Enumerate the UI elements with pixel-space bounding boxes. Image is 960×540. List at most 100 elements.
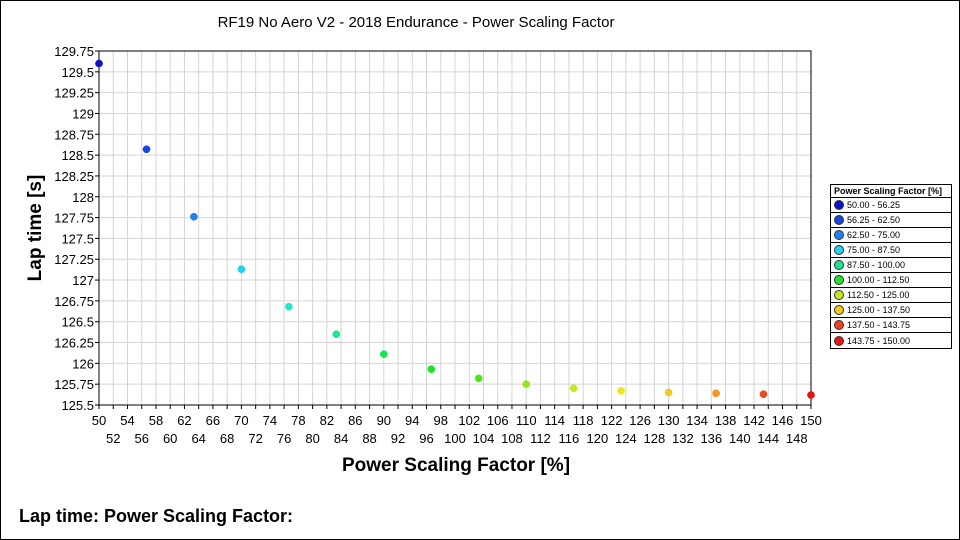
x-tick-label: 98 xyxy=(434,413,448,428)
y-tick-label: 126.75 xyxy=(54,294,94,309)
x-tick-label: 78 xyxy=(291,413,305,428)
legend-swatch-icon xyxy=(834,335,844,346)
data-point xyxy=(190,212,198,221)
legend-item: 100.00 - 112.50 xyxy=(831,273,951,288)
x-tick-label: 58 xyxy=(149,413,163,428)
x-tick-label: 62 xyxy=(177,413,191,428)
data-point xyxy=(142,145,151,154)
x-tick-label: 126 xyxy=(629,413,651,428)
x-tick-label: 142 xyxy=(743,413,765,428)
legend-item-label: 56.25 - 62.50 xyxy=(847,215,901,225)
data-point xyxy=(759,390,768,399)
x-tick-label: 132 xyxy=(672,431,694,446)
data-point xyxy=(474,374,483,383)
x-axis-label: Power Scaling Factor [%] xyxy=(342,455,570,476)
x-tick-label: 76 xyxy=(277,431,291,446)
x-tick-label: 96 xyxy=(419,431,433,446)
x-tick-label: 120 xyxy=(587,431,609,446)
y-axis-ticks: 125.5 125.75 126 126.25 126.5 126.75 127 127.25… xyxy=(54,44,99,413)
data-point xyxy=(712,389,720,398)
x-tick-label: 114 xyxy=(544,413,565,428)
x-tick-label: 52 xyxy=(106,431,120,446)
y-tick-label: 129 xyxy=(72,106,94,121)
legend-item-label: 125.00 - 137.50 xyxy=(847,305,911,315)
y-tick-label: 127.25 xyxy=(54,252,94,267)
legend-title: Power Scaling Factor [%] xyxy=(831,185,951,198)
legend-item-label: 112.50 - 125.00 xyxy=(847,290,910,300)
grid-lines xyxy=(98,50,812,406)
legend-swatch-icon xyxy=(834,200,844,210)
legend-swatch-icon xyxy=(834,290,844,300)
x-tick-label: 92 xyxy=(391,431,405,446)
x-tick-label: 74 xyxy=(263,413,277,428)
legend-item: 143.75 - 150.00 xyxy=(831,333,951,348)
y-tick-label: 127.75 xyxy=(54,211,94,226)
data-point xyxy=(617,386,625,395)
x-tick-label: 72 xyxy=(248,431,262,446)
y-tick-label: 126.5 xyxy=(61,315,94,330)
data-point xyxy=(664,388,673,397)
x-tick-label: 60 xyxy=(163,431,177,446)
y-tick-label: 129.5 xyxy=(61,65,94,80)
x-tick-label: 148 xyxy=(786,431,808,446)
x-tick-label: 90 xyxy=(377,413,391,428)
data-point xyxy=(522,380,531,389)
data-point xyxy=(427,365,436,374)
legend-item: 87.50 - 100.00 xyxy=(831,258,951,273)
legend-swatch-icon xyxy=(834,245,844,255)
legend-item: 75.00 - 87.50 xyxy=(831,243,951,258)
x-tick-label: 122 xyxy=(601,413,623,428)
x-tick-label: 124 xyxy=(615,431,637,446)
x-tick-label: 100 xyxy=(444,431,466,446)
y-tick-label: 126 xyxy=(72,356,94,371)
x-tick-label: 112 xyxy=(530,431,551,446)
legend-item-label: 137.50 - 143.75 xyxy=(847,320,911,330)
legend-swatch-icon xyxy=(834,320,844,330)
x-tick-label: 56 xyxy=(134,431,148,446)
y-tick-label: 129.75 xyxy=(54,44,94,59)
data-point xyxy=(332,330,341,339)
y-tick-label: 129.25 xyxy=(54,86,94,101)
x-tick-label: 70 xyxy=(234,413,248,428)
data-point xyxy=(237,265,246,274)
chart-title: RF19 No Aero V2 - 2018 Endurance - Power… xyxy=(218,14,615,31)
legend-item: 137.50 - 143.75 xyxy=(831,318,951,333)
data-point xyxy=(379,350,388,359)
legend-swatch-icon xyxy=(834,305,844,315)
x-tick-label: 88 xyxy=(362,431,376,446)
legend-item-label: 100.00 - 112.50 xyxy=(847,275,910,285)
x-tick-label: 146 xyxy=(772,413,794,428)
x-tick-label: 128 xyxy=(644,431,666,446)
x-axis-ticks: 50 54 58 62 66 70 74 78 82 86 90 94 98 102 106 110 114 11… xyxy=(92,405,822,446)
x-tick-label: 50 xyxy=(92,413,106,428)
x-tick-label: 144 xyxy=(757,431,779,446)
x-tick-label: 68 xyxy=(220,431,234,446)
legend-item-label: 62.50 - 75.00 xyxy=(847,230,901,240)
x-tick-label: 64 xyxy=(191,431,205,446)
x-tick-label: 140 xyxy=(729,431,751,446)
legend-item: 62.50 - 75.00 xyxy=(831,228,951,243)
legend-swatch-icon xyxy=(834,275,844,285)
x-tick-label: 118 xyxy=(573,413,594,428)
y-tick-label: 125.5 xyxy=(61,398,94,413)
footer-label: Lap time: Power Scaling Factor: xyxy=(19,506,294,526)
legend-swatch-icon xyxy=(834,215,844,225)
legend-item-label: 87.50 - 100.00 xyxy=(847,260,906,270)
legend-item: 125.00 - 137.50 xyxy=(831,303,951,318)
data-points xyxy=(95,59,815,399)
legend-item-label: 75.00 - 87.50 xyxy=(847,245,901,255)
x-tick-label: 134 xyxy=(686,413,708,428)
y-tick-label: 128.5 xyxy=(61,148,94,163)
y-tick-label: 125.75 xyxy=(54,377,94,392)
legend-item: 50.00 - 56.25 xyxy=(831,198,951,213)
y-tick-label: 128.25 xyxy=(54,169,94,184)
x-tick-label: 66 xyxy=(206,413,220,428)
y-tick-label: 127.5 xyxy=(61,231,94,246)
y-tick-label: 127 xyxy=(72,273,94,288)
data-point xyxy=(807,391,815,399)
x-tick-label: 110 xyxy=(516,413,537,428)
data-point xyxy=(285,302,293,311)
x-tick-label: 136 xyxy=(700,431,722,446)
